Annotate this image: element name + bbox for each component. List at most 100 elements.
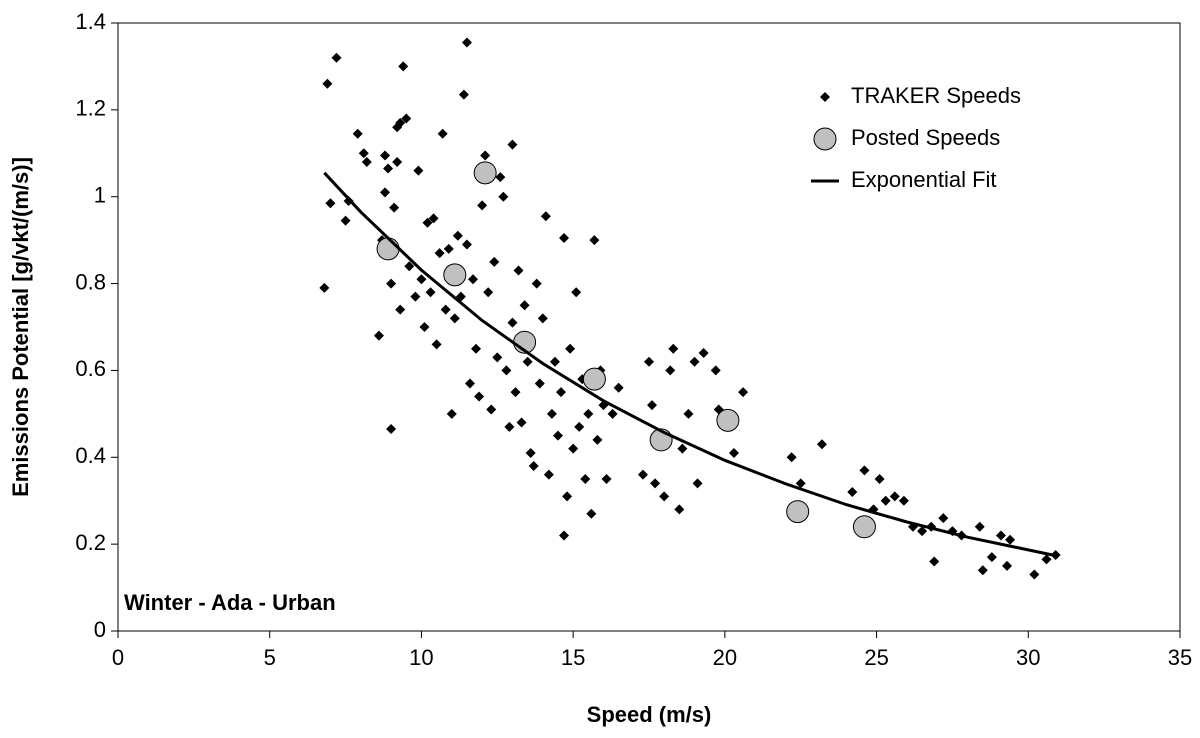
x-tick-label: 5	[264, 645, 276, 670]
diamond-point	[434, 248, 445, 259]
diamond-point	[540, 211, 551, 222]
x-tick-label: 10	[409, 645, 433, 670]
diamond-point	[513, 265, 524, 276]
legend-marker	[820, 92, 830, 102]
y-tick-label: 1.4	[75, 9, 106, 34]
x-tick-label: 0	[112, 645, 124, 670]
diamond-point	[986, 552, 997, 563]
diamond-point	[474, 391, 485, 402]
diamond-point	[674, 504, 685, 515]
diamond-point	[495, 172, 506, 183]
diamond-point	[859, 465, 870, 476]
diamond-point	[974, 521, 985, 532]
diamond-point	[534, 378, 545, 389]
diamond-point	[492, 352, 503, 363]
diamond-point	[489, 256, 500, 267]
diamond-point	[847, 487, 858, 498]
diamond-point	[389, 202, 400, 213]
diamond-point	[525, 447, 536, 458]
diamond-point	[398, 61, 409, 72]
legend-label: Posted Speeds	[851, 125, 1000, 150]
diamond-point	[395, 304, 406, 315]
diamond-point	[710, 365, 721, 376]
legend-label: TRAKER Speeds	[851, 83, 1021, 108]
diamond-point	[601, 474, 612, 484]
diamond-point	[929, 556, 940, 567]
legend-label: Exponential Fit	[851, 167, 997, 192]
diamond-point	[358, 148, 369, 159]
diamond-point	[552, 430, 563, 441]
diamond-point	[522, 356, 533, 367]
diamond-point	[546, 408, 557, 419]
diamond-point	[422, 217, 433, 228]
x-tick-label: 15	[561, 645, 585, 670]
diamond-point	[1002, 560, 1013, 571]
diamond-point	[874, 474, 885, 484]
diamond-point	[380, 187, 391, 198]
diamond-point	[637, 469, 648, 480]
diamond-point	[480, 150, 491, 161]
diamond-point	[383, 163, 394, 174]
diamond-point	[647, 400, 658, 411]
diamond-point	[738, 387, 749, 398]
plot-area	[117, 22, 1181, 632]
diamond-point	[692, 478, 703, 489]
annotation: Winter - Ada - Urban	[124, 590, 336, 615]
diamond-point	[580, 474, 591, 484]
legend-marker	[813, 127, 837, 151]
diamond-point	[528, 460, 539, 471]
diamond-point	[795, 478, 806, 489]
diamond-point	[1029, 569, 1040, 580]
diamond-point	[689, 356, 700, 367]
diamond-point	[549, 356, 560, 367]
fit-line	[323, 171, 1053, 557]
y-tick-label: 0	[94, 617, 106, 642]
diamond-point	[938, 513, 949, 524]
diamond-point	[428, 213, 439, 224]
diamond-point	[486, 404, 497, 415]
diamond-point	[556, 387, 567, 398]
diamond-point	[816, 439, 827, 450]
diamond-point	[361, 156, 372, 167]
diamond-point	[607, 408, 618, 419]
circle-point	[582, 367, 606, 391]
x-axis-title: Speed (m/s)	[587, 702, 712, 727]
diamond-point	[583, 408, 594, 419]
circle-point	[786, 500, 810, 524]
y-tick-label: 0.2	[75, 530, 106, 555]
diamond-point	[404, 261, 415, 272]
circle-point	[443, 263, 467, 287]
diamond-point	[543, 469, 554, 480]
diamond-point	[401, 113, 412, 124]
diamond-point	[728, 447, 739, 458]
diamond-point	[446, 408, 457, 419]
diamond-point	[586, 508, 597, 519]
y-tick-label: 0.4	[75, 443, 106, 468]
y-tick-label: 0.8	[75, 269, 106, 294]
diamond-point	[644, 356, 654, 367]
circle-point	[473, 161, 497, 185]
diamond-point	[507, 317, 518, 328]
diamond-point	[373, 330, 384, 341]
diamond-point	[386, 278, 397, 289]
diamond-point	[668, 343, 679, 354]
diamond-point	[352, 128, 363, 139]
diamond-point	[868, 504, 879, 515]
diamond-point	[437, 128, 448, 139]
diamond-point	[331, 52, 342, 63]
circle-point	[376, 237, 400, 261]
y-tick-label: 0.6	[75, 356, 106, 381]
diamond-point	[461, 239, 472, 250]
diamond-point	[319, 282, 330, 293]
diamond-point	[650, 478, 661, 489]
diamond-point	[471, 343, 482, 354]
diamond-point	[452, 230, 463, 241]
diamond-point	[1050, 550, 1061, 560]
diamond-point	[995, 530, 1006, 541]
diamond-point	[395, 117, 406, 128]
diamond-point	[677, 443, 688, 454]
diamond-point	[510, 387, 521, 398]
x-tick-label: 20	[713, 645, 737, 670]
y-tick-label: 1	[94, 183, 106, 208]
